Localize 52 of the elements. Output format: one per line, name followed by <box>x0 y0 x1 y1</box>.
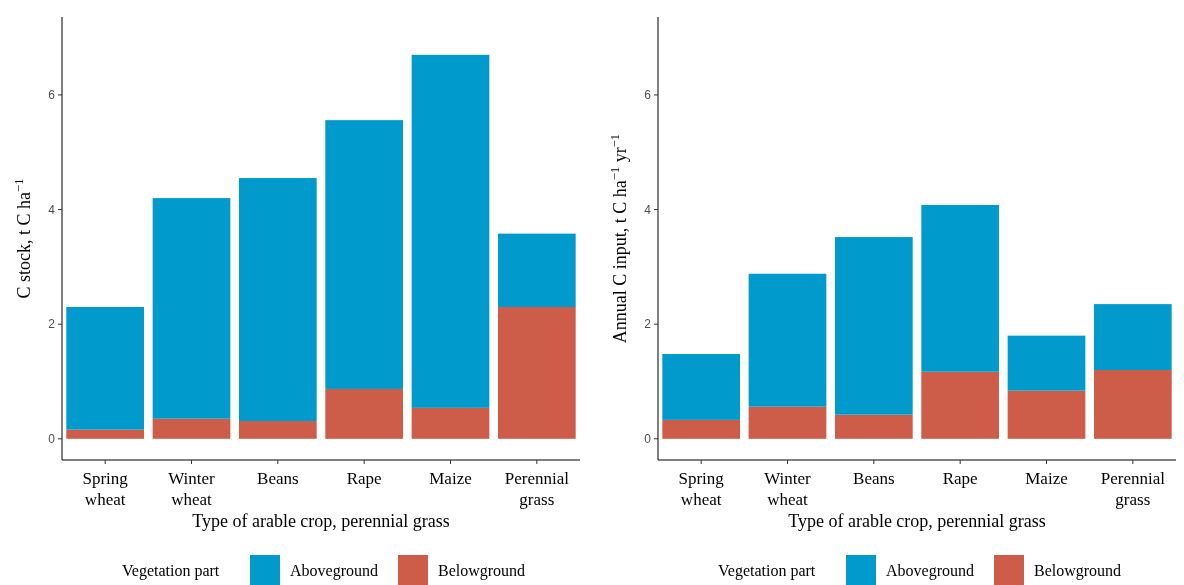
bar <box>238 178 317 422</box>
legend-label: Aboveground <box>290 562 378 580</box>
x-axis-title: Type of arable crop, perennial grass <box>788 511 1046 531</box>
y-tick-label: 4 <box>644 202 652 217</box>
bar <box>921 371 1000 439</box>
x-tick-label: Perennial grass <box>504 469 570 509</box>
bar <box>834 414 913 439</box>
bar <box>1007 335 1086 391</box>
legend-title: Vegetation part <box>718 562 816 580</box>
x-tick-label: Beans <box>853 469 895 488</box>
bar <box>152 198 231 419</box>
legend-title: Vegetation part <box>122 562 220 580</box>
y-tick-label: 0 <box>48 432 56 446</box>
x-tick-label: Winter wheat <box>764 469 812 509</box>
y-tick-label: 0 <box>644 432 652 446</box>
bar <box>921 204 1000 372</box>
bar <box>411 407 490 439</box>
x-tick-label: Maize <box>429 469 472 488</box>
y-tick-label: 6 <box>644 88 652 103</box>
bar <box>325 120 404 389</box>
bar <box>497 306 576 439</box>
x-tick-label: Rape <box>942 469 978 488</box>
y-tick-label: 6 <box>48 88 56 103</box>
y-tick-label: 2 <box>48 317 56 332</box>
bar <box>66 306 145 430</box>
bar <box>497 233 576 307</box>
x-tick-label: Spring wheat <box>82 469 129 509</box>
x-tick-label: Winter wheat <box>168 469 216 509</box>
bar <box>748 406 827 439</box>
x-tick-label: Maize <box>1025 469 1068 488</box>
bar <box>834 237 913 415</box>
bar <box>662 353 741 420</box>
bar <box>1007 390 1086 439</box>
bar <box>411 54 490 408</box>
bar <box>325 388 404 439</box>
x-tick-label: Spring wheat <box>678 469 725 509</box>
legend-label: Aboveground <box>886 562 974 580</box>
legend-label: Belowground <box>1034 562 1122 580</box>
x-axis-title: Type of arable crop, perennial grass <box>192 511 450 531</box>
bar <box>66 429 145 439</box>
bar <box>152 418 231 439</box>
bar <box>238 421 317 439</box>
x-tick-label: Beans <box>257 469 299 488</box>
bar <box>662 419 741 439</box>
bar <box>748 273 827 407</box>
y-tick-label: 4 <box>48 202 56 217</box>
legend-label: Belowground <box>438 562 526 580</box>
x-tick-label: Perennial grass <box>1100 469 1166 509</box>
bar <box>1093 370 1172 439</box>
bar <box>1093 304 1172 371</box>
y-tick-label: 2 <box>644 317 652 332</box>
x-tick-label: Rape <box>346 469 382 488</box>
